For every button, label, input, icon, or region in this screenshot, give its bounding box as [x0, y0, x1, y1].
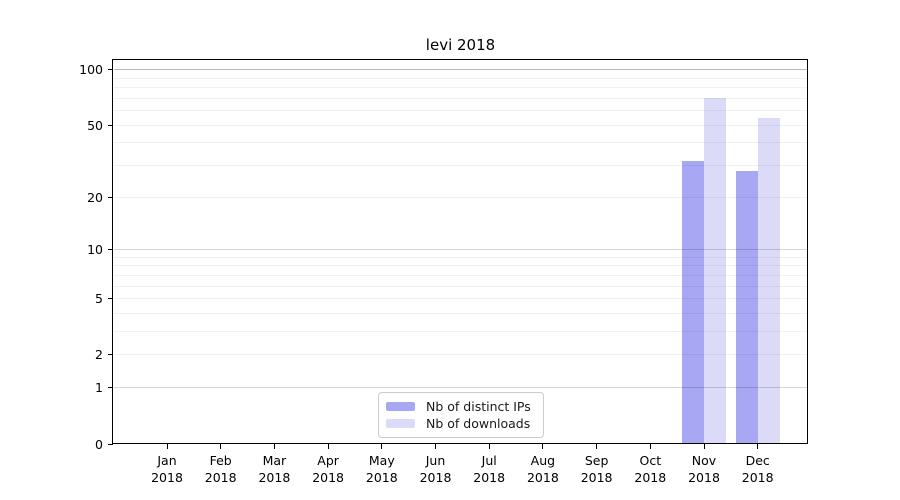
x-tick-label-aug: Aug 2018: [513, 452, 573, 486]
x-tick-year: 2018: [473, 470, 506, 485]
y-tick-mark-20: [108, 196, 113, 198]
x-tick-mark-feb: [220, 444, 222, 449]
x-tick-label-sep: Sep 2018: [567, 452, 627, 486]
y-tick-label-20: 20: [87, 189, 103, 205]
x-tick-mark-dec: [757, 444, 759, 449]
x-tick-month: Mar: [262, 453, 287, 468]
legend-label: Nb of distinct IPs: [426, 399, 531, 414]
x-tick-label-may: May 2018: [352, 452, 412, 486]
bar-nb-of-distinct-ips-nov: [682, 160, 704, 444]
legend-row-nb-of-distinct-ips: Nb of distinct IPs: [386, 398, 536, 415]
y-tick-mark-5: [108, 298, 113, 300]
x-tick-mark-jan: [166, 444, 168, 449]
y-tick-label-50: 50: [87, 117, 103, 133]
x-tick-mark-jul: [488, 444, 490, 449]
x-tick-month: Aug: [530, 453, 556, 468]
x-tick-mark-mar: [273, 444, 275, 449]
x-tick-month: Jan: [157, 453, 177, 468]
x-tick-label-feb: Feb 2018: [191, 452, 251, 486]
legend-label: Nb of downloads: [426, 416, 531, 431]
x-tick-month: Nov: [691, 453, 717, 468]
x-tick-month: Apr: [317, 453, 339, 468]
x-tick-month: Sep: [584, 453, 609, 468]
x-tick-year: 2018: [688, 470, 720, 485]
x-tick-mark-apr: [327, 444, 329, 449]
y-tick-mark-2: [108, 354, 113, 356]
x-tick-month: Feb: [209, 453, 232, 468]
x-tick-month: May: [368, 453, 395, 468]
legend-swatch: [386, 402, 415, 411]
x-tick-mark-aug: [542, 444, 544, 449]
x-tick-year: 2018: [526, 470, 559, 485]
x-tick-month: Dec: [745, 453, 770, 468]
x-tick-month: Jul: [481, 453, 497, 468]
x-tick-mark-sep: [596, 444, 598, 449]
gridline-100: [114, 69, 807, 71]
bar-nb-of-distinct-ips-dec: [735, 170, 758, 444]
x-tick-year: 2018: [312, 470, 344, 485]
x-tick-year: 2018: [634, 470, 667, 485]
x-tick-month: Jun: [425, 453, 446, 468]
y-tick-mark-1: [108, 387, 113, 389]
x-tick-year: 2018: [151, 470, 183, 485]
y-tick-label-10: 10: [87, 242, 103, 258]
x-tick-year: 2018: [204, 470, 237, 485]
gridline-90: [114, 77, 807, 79]
x-tick-label-nov: Nov 2018: [674, 452, 734, 486]
x-tick-month: Oct: [639, 453, 662, 468]
x-tick-label-mar: Mar 2018: [244, 452, 304, 486]
y-tick-label-5: 5: [95, 291, 103, 307]
x-tick-mark-oct: [649, 444, 651, 449]
x-tick-year: 2018: [419, 470, 452, 485]
x-tick-label-jan: Jan 2018: [137, 452, 197, 486]
y-tick-label-1: 1: [95, 380, 103, 396]
y-tick-label-2: 2: [95, 347, 103, 363]
x-tick-year: 2018: [741, 470, 774, 485]
chart-title: levi 2018: [425, 36, 496, 54]
x-tick-label-jun: Jun 2018: [406, 452, 466, 486]
gridline-80: [114, 87, 807, 89]
x-tick-year: 2018: [258, 470, 291, 485]
y-tick-label-0: 0: [95, 436, 103, 452]
bar-nb-of-downloads-nov: [704, 98, 726, 444]
x-tick-label-dec: Dec 2018: [728, 452, 788, 486]
y-tick-mark-50: [108, 124, 113, 126]
legend: Nb of distinct IPs Nb of downloads: [378, 392, 544, 438]
legend-row-nb-of-downloads: Nb of downloads: [386, 415, 536, 432]
y-tick-mark-10: [108, 249, 113, 251]
x-tick-year: 2018: [580, 470, 613, 485]
x-tick-mark-may: [381, 444, 383, 449]
x-tick-mark-nov: [703, 444, 705, 449]
x-tick-label-oct: Oct 2018: [620, 452, 680, 486]
x-tick-label-apr: Apr 2018: [298, 452, 358, 486]
x-tick-label-jul: Jul 2018: [459, 452, 519, 486]
bar-nb-of-downloads-dec: [757, 117, 780, 444]
x-tick-year: 2018: [365, 470, 398, 485]
legend-swatch: [386, 419, 415, 428]
y-tick-label-100: 100: [79, 62, 103, 78]
y-tick-mark-0: [108, 443, 113, 445]
y-tick-mark-100: [108, 69, 113, 71]
x-tick-mark-jun: [435, 444, 436, 449]
